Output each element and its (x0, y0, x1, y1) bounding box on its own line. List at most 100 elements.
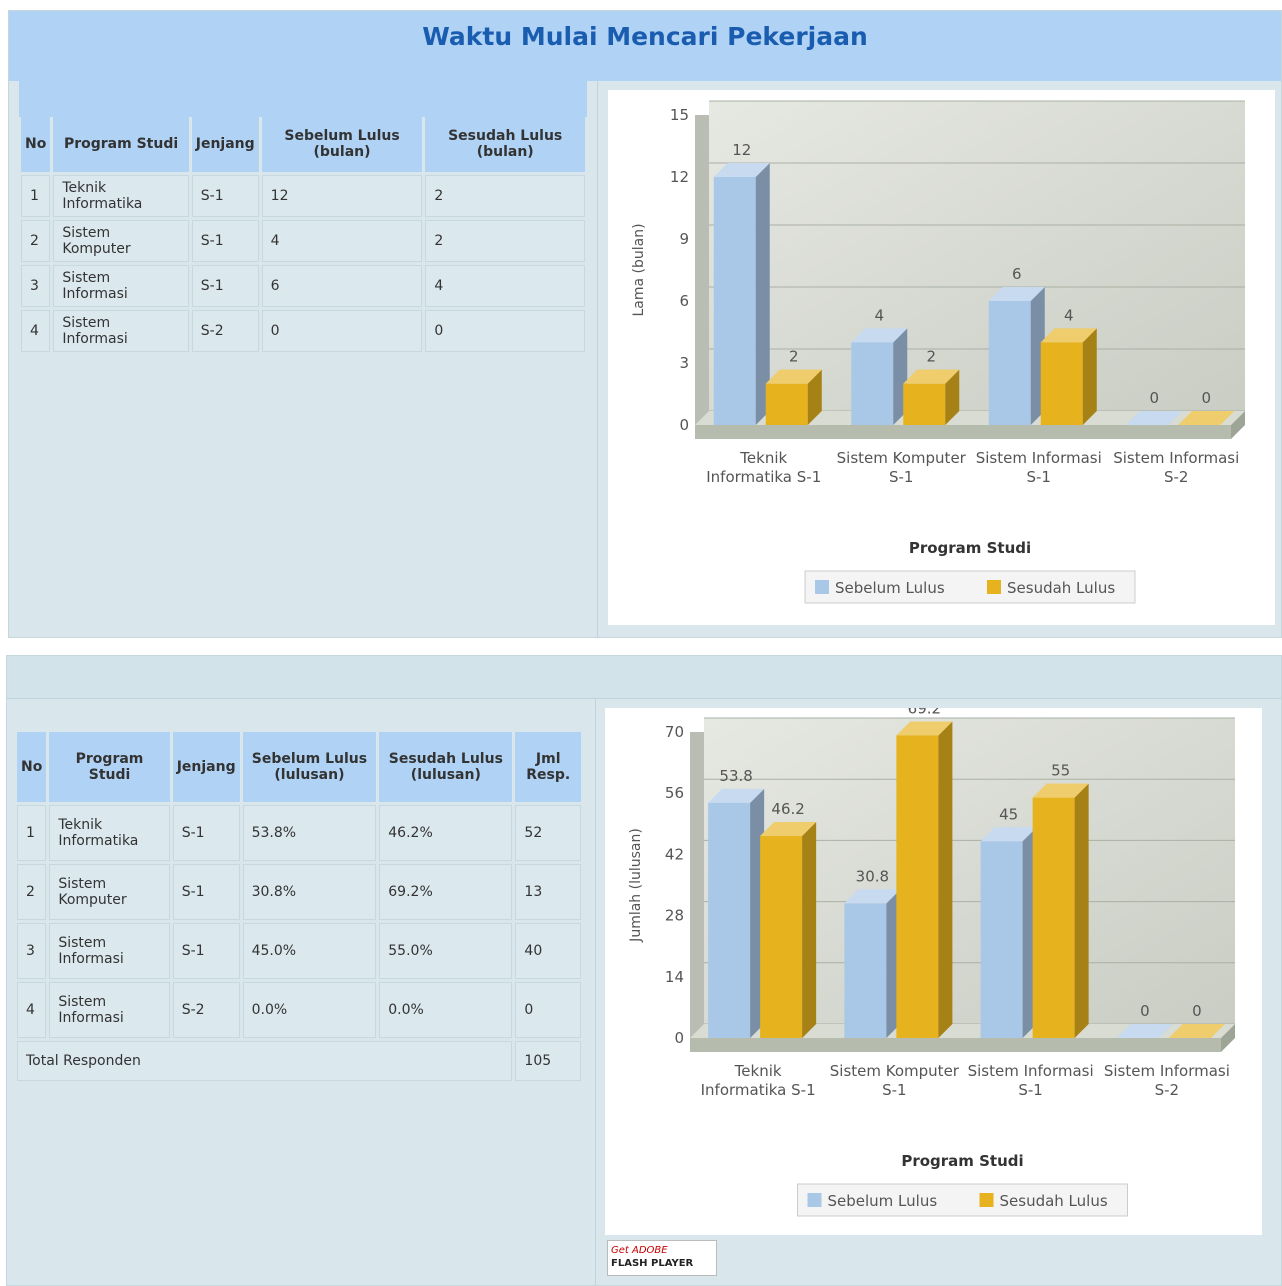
x-tick-label-box: Sistem Informasi S-2 (1104, 1062, 1230, 1099)
table-row: 1 Teknik Informatika S-1 12 2 (21, 175, 585, 217)
header-row: No Program Studi Jenjang Sebelum Lulus (bul… (21, 116, 585, 172)
bar-side (938, 721, 953, 1038)
panel-title: Waktu Mulai Mencari Pekerjaan (9, 11, 1281, 81)
bar (980, 827, 1037, 1038)
bar-top (713, 163, 770, 177)
y-tick-label: 0 (679, 416, 689, 434)
legend-swatch (815, 580, 829, 594)
bar (1116, 1024, 1173, 1038)
y-tick-label: 15 (670, 106, 689, 124)
header-cell: Sebelum Lulus (bulan) (261, 116, 423, 172)
bar (1032, 783, 1089, 1038)
bar-side (945, 369, 960, 425)
table-cell: 45.0% (242, 923, 377, 979)
badge-text: FLASH PLAYER (611, 1258, 694, 1269)
data-label: 46.2 (771, 800, 804, 818)
data-label: 30.8 (856, 867, 889, 885)
bar-top-light (988, 287, 1045, 301)
bar-top-light (1040, 328, 1097, 343)
bar-top (1032, 783, 1089, 798)
header-cell: Jml Resp. (515, 732, 581, 802)
table-cell: 4 (425, 265, 585, 307)
table-cell: 1 (21, 175, 51, 217)
header-cell: Sebelum Lulus (lulusan) (242, 732, 377, 802)
bar-front (988, 301, 1031, 425)
table-cell: S-1 (191, 175, 259, 217)
bar-front (1032, 797, 1075, 1038)
x-tick-label-box: Sistem Komputer S-1 (829, 1062, 959, 1099)
data-label: 2 (789, 348, 799, 366)
table-row: 4 Sistem Informasi S-2 0.0% 0.0% 0 (17, 982, 581, 1038)
bar-side-shade (945, 369, 960, 425)
bar (708, 788, 765, 1038)
bar-side-shade (755, 163, 770, 425)
data-label: 55 (1051, 762, 1070, 780)
footer-row: Total Responden 105 (17, 1041, 581, 1081)
table-cell: Sistem Informasi (53, 265, 189, 307)
plot-background (709, 101, 1245, 411)
x-tick-label: Sistem Komputer S-1 (829, 1062, 959, 1099)
data-label: 53.8 (719, 767, 752, 785)
table-row: 3 Sistem Informasi S-1 6 4 (21, 265, 585, 307)
bar-front (896, 735, 939, 1038)
bar-front (980, 841, 1023, 1038)
plot-wall (695, 115, 709, 425)
data-label: 0 (1201, 389, 1211, 407)
table-cell: S-1 (191, 265, 259, 307)
table-cell: 12 (261, 175, 423, 217)
bar-side-shade (1074, 783, 1089, 1038)
y-tick-label: 14 (665, 968, 684, 986)
header-cell: Sesudah Lulus (bulan) (425, 116, 585, 172)
table-cell: 6 (261, 265, 423, 307)
table-cell: 4 (21, 310, 51, 352)
data-table: No Program Studi Jenjang Sebelum Lulus (bul… (18, 113, 588, 355)
x-tick-label-box: Sistem Informasi S-2 (1113, 449, 1239, 486)
bar-top-light (1116, 1024, 1173, 1038)
bar (844, 889, 901, 1038)
chart-box: 0 3 6 9 12 15 Lama (bulan) 12 2 Teknik Informatik… (608, 90, 1275, 625)
bar-top-light (1032, 783, 1089, 798)
y-tick-label: 70 (665, 723, 684, 741)
header-cell: Sesudah Lulus (lulusan) (379, 732, 513, 802)
table-cell: 2 (17, 864, 47, 920)
y-tick-label: 6 (679, 292, 689, 310)
table-cell: S-2 (172, 982, 240, 1038)
plot-floor (690, 1024, 1235, 1038)
bar-side-shade (802, 822, 817, 1038)
table-cell: 105 (515, 1041, 581, 1081)
x-tick-label-box: Teknik Informatika S-1 (701, 1062, 816, 1099)
data-label: 45 (999, 805, 1018, 823)
flash-badge[interactable]: Get ADOBE FLASH PLAYER (607, 1240, 717, 1276)
bar-top (708, 788, 765, 803)
table-row: 1 Teknik Informatika S-1 53.8% 46.2% 52 (17, 805, 581, 861)
x-tick-label: Sistem Komputer S-1 (836, 449, 966, 486)
plot-floor-side (1221, 1024, 1235, 1052)
table-cell: 53.8% (242, 805, 377, 861)
bar-front (765, 383, 808, 425)
bar-front (903, 383, 946, 425)
table-cell: Sistem Informasi (49, 982, 170, 1038)
y-axis-label: Jumlah (lulusan) (628, 828, 644, 943)
bar-front (708, 802, 751, 1038)
table-caption-bar (19, 81, 587, 117)
header-row: No Program Studi Jenjang Sebelum Lulus (lul… (17, 732, 581, 802)
plot-floor-side (1231, 411, 1245, 439)
table-cell: S-2 (191, 310, 259, 352)
badge-text: Get ADOBE (611, 1245, 668, 1256)
table-cell: 1 (17, 805, 47, 861)
table-cell: 46.2% (379, 805, 513, 861)
separator (597, 81, 598, 637)
bar-top-light (708, 788, 765, 803)
table-cell: 0 (261, 310, 423, 352)
bar (1040, 328, 1097, 425)
table-cell: 3 (21, 265, 51, 307)
header-cell: Program Studi (53, 116, 189, 172)
table-cell: 3 (17, 923, 47, 979)
bar-top (851, 328, 908, 343)
table-cell: 0.0% (379, 982, 513, 1038)
bar (1168, 1024, 1225, 1038)
table-cell: Teknik Informatika (49, 805, 170, 861)
y-tick-label: 9 (679, 230, 689, 248)
bar-top-light (1178, 411, 1235, 425)
